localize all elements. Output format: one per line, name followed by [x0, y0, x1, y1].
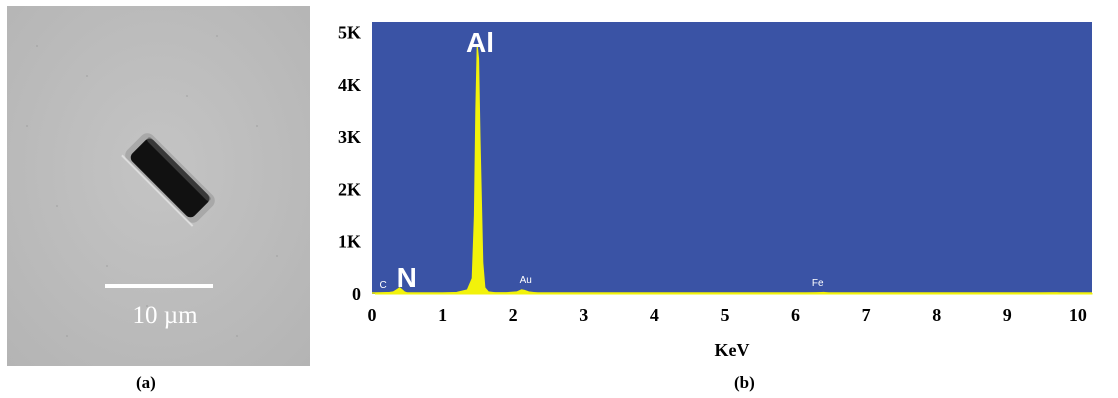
y-tick-label: 2K	[338, 179, 361, 199]
x-axis-label: KeV	[715, 340, 750, 360]
x-tick-label: 9	[1003, 305, 1012, 325]
y-axis-ticks: 0 1K 2K 3K 4K 5K	[338, 22, 361, 304]
peak-annotations: Al NC Au Fe	[379, 27, 824, 293]
peak-label-c: C	[379, 280, 386, 291]
sem-micrograph: 10 µm	[7, 6, 310, 366]
x-tick-label: 6	[791, 305, 800, 325]
x-tick-label: 10	[1069, 305, 1087, 325]
y-tick-label: 0	[352, 284, 361, 304]
x-tick-label: 1	[438, 305, 447, 325]
spectrum-layer	[372, 45, 1093, 295]
sem-micrograph-graphic	[7, 6, 310, 366]
plot-area	[372, 22, 1092, 294]
x-tick-label: 4	[650, 305, 659, 325]
x-tick-label: 7	[862, 305, 871, 325]
x-tick-label: 8	[932, 305, 941, 325]
peak-label-fe: Fe	[812, 278, 824, 289]
y-tick-label: 5K	[338, 22, 361, 42]
peak-label-al: Al	[466, 27, 494, 58]
panel-label-a: (a)	[136, 373, 156, 392]
x-tick-label: 0	[368, 305, 377, 325]
scale-bar	[105, 284, 213, 288]
y-tick-label: 3K	[338, 127, 361, 147]
scale-bar-label: 10 µm	[132, 302, 198, 329]
panel-label-b: (b)	[734, 373, 755, 392]
x-axis-ticks: 0 1 2 3 4 5 6 7 8 9 10	[368, 305, 1087, 325]
x-tick-label: 3	[579, 305, 588, 325]
y-tick-label: 1K	[338, 232, 361, 252]
peak-label-au: Au	[520, 275, 532, 286]
peak-label-n: N	[397, 262, 417, 293]
x-tick-label: 5	[720, 305, 729, 325]
x-tick-label: 2	[509, 305, 518, 325]
y-tick-label: 4K	[338, 75, 361, 95]
